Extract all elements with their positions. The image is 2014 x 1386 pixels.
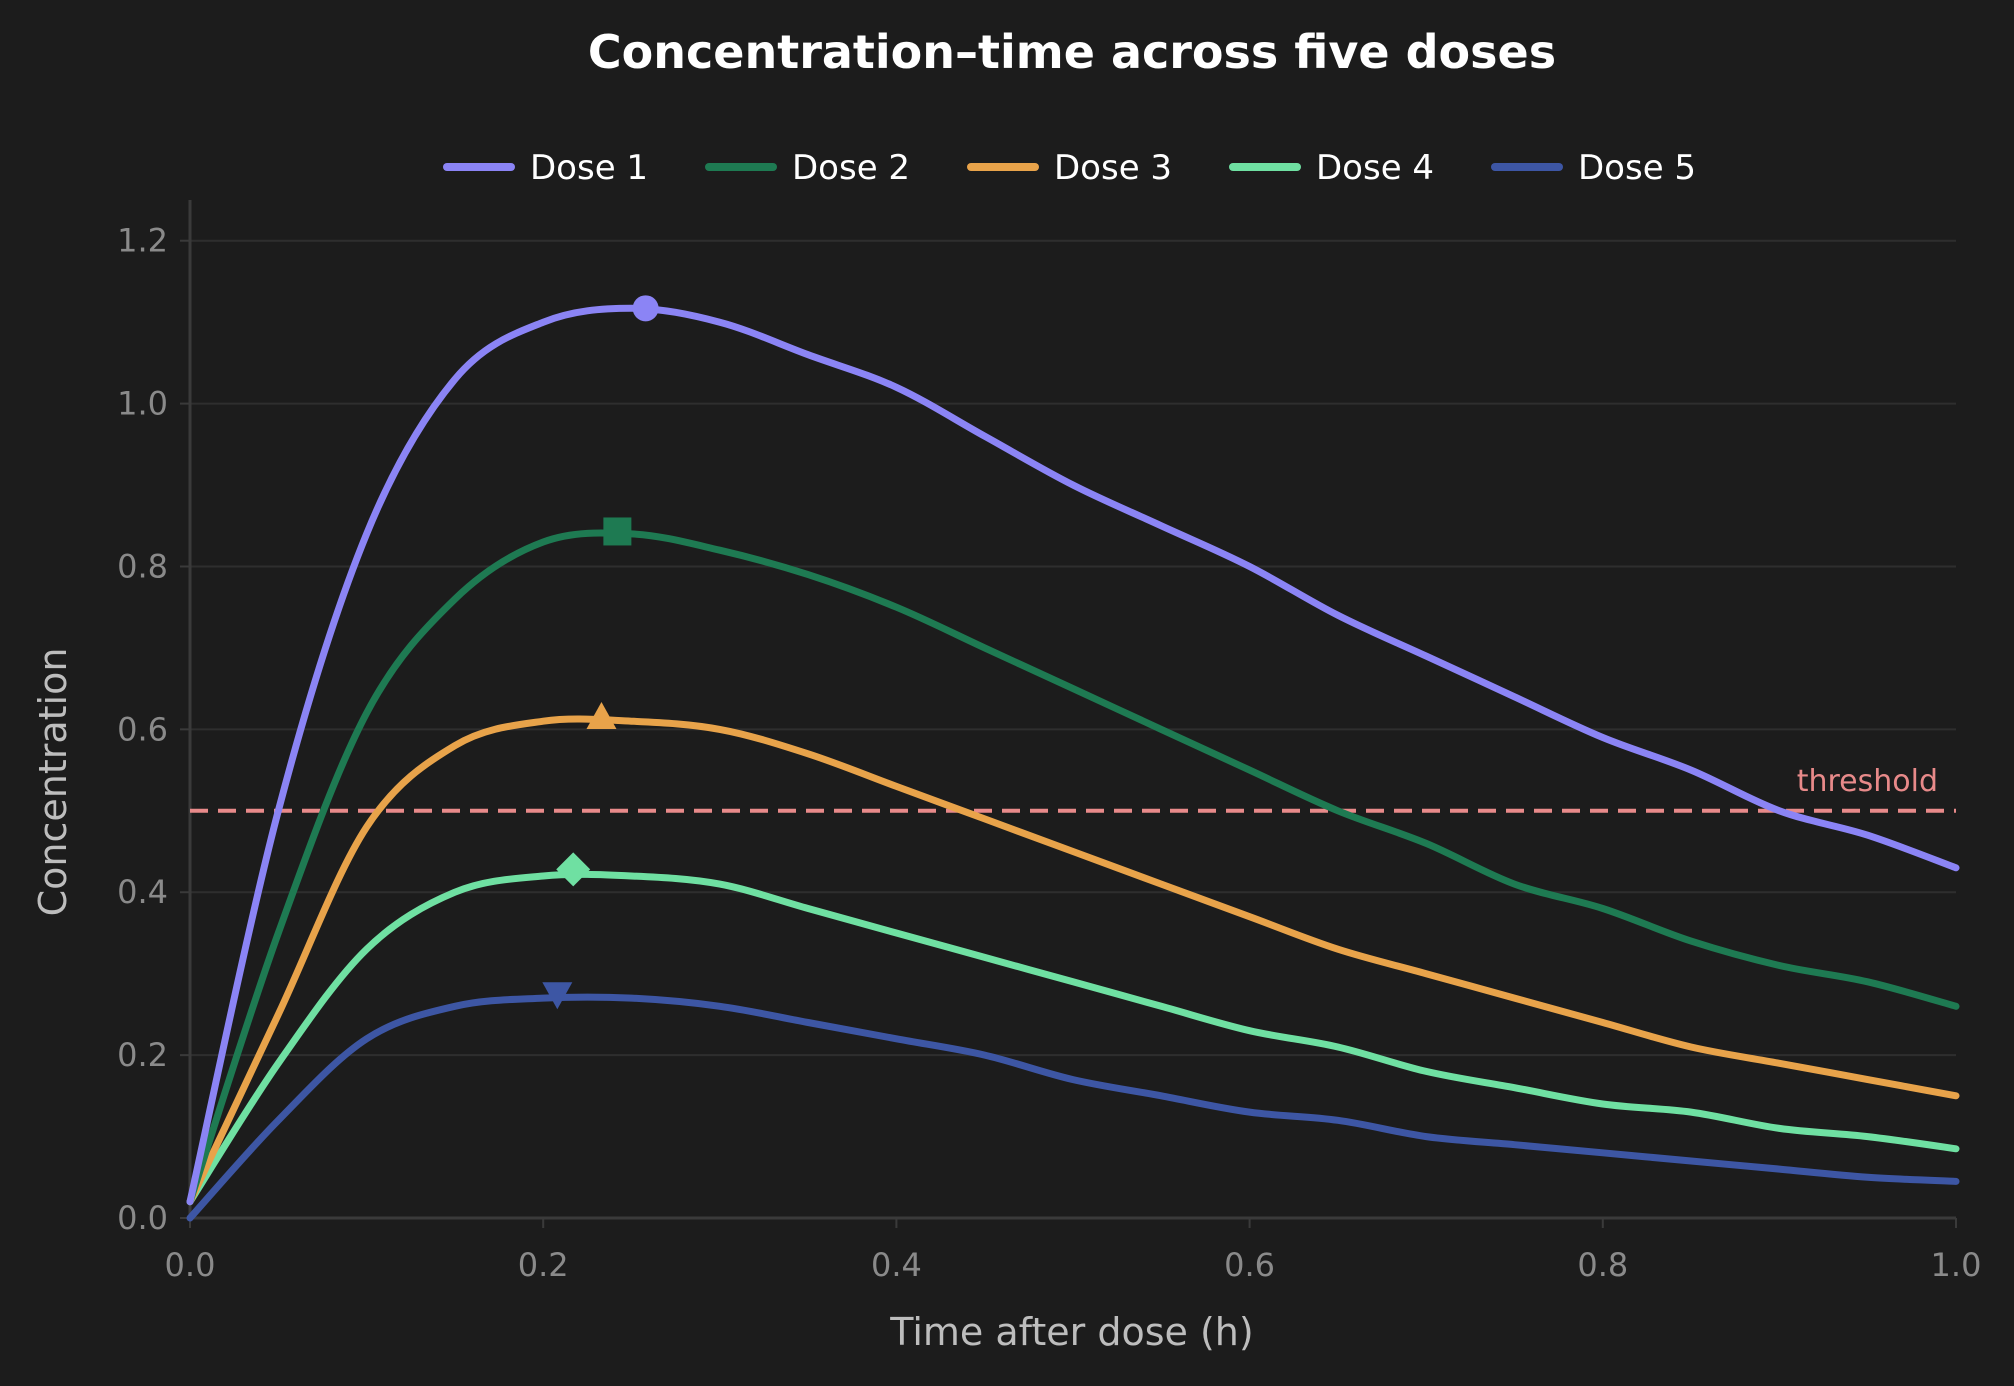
threshold-group: threshold bbox=[190, 764, 1956, 813]
gridlines bbox=[190, 239, 1956, 1057]
x-tick-label: 0.0 bbox=[165, 1246, 216, 1284]
y-tick-label: 0.4 bbox=[117, 873, 168, 911]
x-tick-label: 0.2 bbox=[518, 1246, 569, 1284]
series-line-dose-3 bbox=[186, 715, 1960, 1206]
series-line-dose-2 bbox=[186, 529, 1960, 1206]
x-tick-label: 0.4 bbox=[871, 1246, 922, 1284]
chart-title: Concentration–time across five doses bbox=[588, 25, 1556, 79]
legend-label-dose-2: Dose 2 bbox=[792, 148, 910, 188]
legend-label-dose-5: Dose 5 bbox=[1578, 148, 1696, 188]
peak-marker-dose-4 bbox=[556, 852, 591, 887]
legend-label-dose-1: Dose 1 bbox=[530, 148, 648, 188]
x-tick-label: 1.0 bbox=[1931, 1246, 1982, 1284]
y-tick-label: 0.6 bbox=[117, 710, 168, 748]
y-axis-title: Concentration bbox=[31, 648, 75, 917]
y-tick-label: 1.0 bbox=[117, 385, 168, 423]
y-tick-label: 0.2 bbox=[117, 1036, 168, 1074]
y-tick-label: 0.0 bbox=[117, 1199, 168, 1237]
x-axis-title: Time after dose (h) bbox=[889, 1310, 1253, 1354]
series-group bbox=[186, 295, 1960, 1222]
x-tick-label: 0.8 bbox=[1577, 1246, 1628, 1284]
series-line-dose-1 bbox=[186, 304, 1960, 1206]
peak-marker-dose-5 bbox=[542, 982, 573, 1010]
peak-marker-dose-3 bbox=[586, 701, 617, 729]
peak-marker-dose-2 bbox=[603, 517, 632, 546]
tick-labels: 0.0 0.2 0.4 0.6 0.8 1.0 1.2 0.0 0.2 0.4 0.6 0.8 1.0 bbox=[117, 222, 1981, 1284]
legend-label-dose-4: Dose 4 bbox=[1316, 148, 1434, 188]
threshold-label: threshold bbox=[1797, 764, 1938, 799]
x-tick-label: 0.6 bbox=[1224, 1246, 1275, 1284]
legend-label-dose-3: Dose 3 bbox=[1054, 148, 1172, 188]
series-line-dose-4 bbox=[186, 870, 1960, 1206]
axes bbox=[180, 200, 1957, 1228]
peak-marker-dose-1 bbox=[632, 295, 659, 322]
legend: Dose 1 Dose 2 Dose 3 Dose 4 Dose 5 bbox=[443, 148, 1696, 188]
y-tick-label: 1.2 bbox=[117, 222, 168, 260]
y-tick-label: 0.8 bbox=[117, 547, 168, 585]
series-line-dose-5 bbox=[186, 993, 1960, 1222]
